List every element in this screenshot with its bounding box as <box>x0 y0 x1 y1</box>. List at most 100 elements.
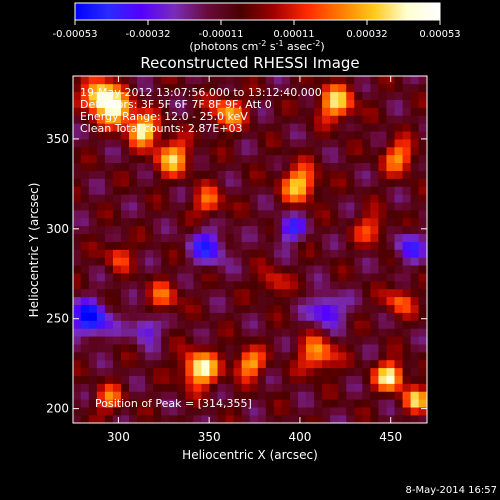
heatmap-cell <box>354 375 363 384</box>
heatmap-cell <box>394 123 404 132</box>
heatmap-cell <box>410 312 420 321</box>
heatmap-cell <box>233 170 243 179</box>
heatmap-cell <box>185 335 194 345</box>
heatmap-cell <box>306 414 315 423</box>
heatmap-cell <box>338 391 347 400</box>
heatmap-cell <box>201 391 211 400</box>
heatmap-cell <box>354 328 363 337</box>
heatmap-cell <box>177 249 186 258</box>
heatmap-cell <box>137 186 146 195</box>
heatmap-cell <box>88 359 98 369</box>
heatmap-cell <box>249 351 259 361</box>
heatmap-cell <box>193 328 203 337</box>
heatmap-cell <box>378 320 388 329</box>
heatmap-cell <box>145 272 154 282</box>
heatmap-cell <box>265 264 275 274</box>
heatmap-cell <box>193 186 203 195</box>
heatmap-cell <box>201 312 211 321</box>
heatmap-cell <box>233 391 243 400</box>
heatmap-cell <box>209 359 219 369</box>
heatmap-cell <box>354 320 363 329</box>
heatmap-cell <box>73 76 82 85</box>
heatmap-cell <box>297 367 307 376</box>
heatmap-cell <box>338 335 347 345</box>
heatmap-cell <box>257 257 267 266</box>
heatmap-cell <box>322 162 331 171</box>
heatmap-cell <box>104 399 114 408</box>
heatmap-cell <box>378 130 388 140</box>
heatmap-cell <box>153 272 162 282</box>
heatmap-cell <box>306 99 315 108</box>
heatmap-cell <box>362 76 371 85</box>
heatmap-cell <box>153 296 162 306</box>
heatmap-cell <box>402 383 412 392</box>
heatmap-cell <box>370 320 380 329</box>
heatmap-cell <box>249 406 259 416</box>
heatmap-cell <box>225 170 235 179</box>
heatmap-cell <box>209 146 219 156</box>
heatmap-cell <box>346 359 355 369</box>
heatmap-cell <box>297 399 307 408</box>
heatmap-cell <box>418 146 427 156</box>
heatmap-cell <box>249 123 259 132</box>
heatmap-cell <box>233 335 243 345</box>
heatmap-cell <box>73 304 82 313</box>
heatmap-cell <box>96 406 106 416</box>
heatmap-cell <box>217 107 227 116</box>
heatmap-cell <box>241 107 251 116</box>
heatmap-cell <box>257 83 267 93</box>
heatmap-cell <box>386 320 396 329</box>
heatmap-cell <box>153 115 162 124</box>
heatmap-cell <box>338 343 347 353</box>
heatmap-cell <box>96 351 106 361</box>
heatmap-cell <box>80 391 90 400</box>
heatmap-cell <box>153 130 162 140</box>
heatmap-cell <box>104 241 114 250</box>
heatmap-cell <box>201 107 211 116</box>
heatmap-cell <box>394 257 404 266</box>
heatmap-cell <box>137 146 146 156</box>
heatmap-cell <box>257 304 267 313</box>
heatmap-cell <box>104 154 114 164</box>
heatmap-cell <box>129 217 138 227</box>
heatmap-cell <box>378 170 388 179</box>
heatmap-cell <box>289 209 299 219</box>
heatmap-cell <box>354 162 363 171</box>
heatmap-cell <box>137 375 146 384</box>
heatmap-cell <box>418 83 427 93</box>
heatmap-cell <box>185 209 194 219</box>
heatmap-cell <box>80 130 90 140</box>
heatmap-cell <box>418 335 427 345</box>
heatmap-cell <box>193 91 203 100</box>
heatmap-cell <box>88 186 98 195</box>
heatmap-cell <box>394 225 404 235</box>
heatmap-cell <box>145 201 154 211</box>
heatmap-cell <box>241 123 251 132</box>
heatmap-cell <box>330 391 339 400</box>
heatmap-cell <box>217 123 227 132</box>
heatmap-cell <box>241 83 251 93</box>
heatmap-cell <box>257 193 267 203</box>
heatmap-cell <box>120 186 130 195</box>
heatmap-cell <box>145 115 154 124</box>
heatmap-cell <box>249 107 259 116</box>
heatmap-cell <box>73 335 82 345</box>
heatmap-cell <box>273 115 283 124</box>
heatmap-cell <box>241 367 251 376</box>
heatmap-cell <box>338 296 347 306</box>
heatmap-cell <box>193 351 203 361</box>
heatmap-cell <box>370 249 380 258</box>
heatmap-cell <box>193 217 203 227</box>
heatmap-cell <box>137 99 146 108</box>
heatmap-cell <box>169 138 178 148</box>
heatmap-cell <box>281 162 291 171</box>
heatmap-cell <box>112 367 122 376</box>
heatmap-cell <box>169 170 178 179</box>
heatmap-cell <box>169 367 178 376</box>
heatmap-cell <box>273 83 283 93</box>
heatmap-cell <box>297 193 307 203</box>
heatmap-cell <box>241 225 251 235</box>
heatmap-cell <box>281 304 291 313</box>
heatmap-cell <box>209 186 219 195</box>
